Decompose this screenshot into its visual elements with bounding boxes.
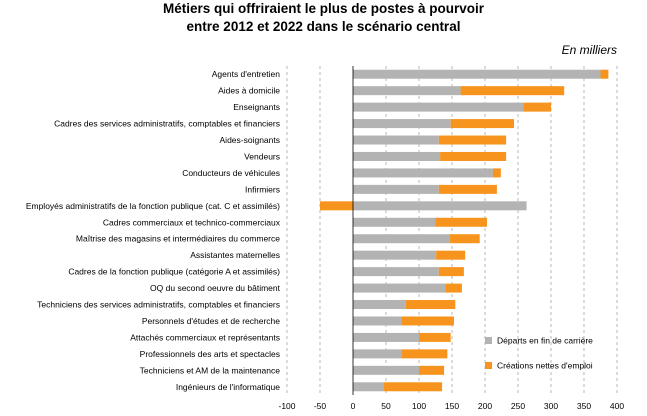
category-label-13: OQ du second oeuvre du bâtiment bbox=[150, 283, 281, 293]
bar-departs-12 bbox=[353, 267, 439, 277]
category-label-15: Personnels d'études et de recherche bbox=[142, 316, 280, 326]
category-label-7: Infirmiers bbox=[245, 184, 280, 194]
x-tick-label-1: -50 bbox=[314, 401, 327, 411]
bar-creations-4 bbox=[438, 135, 507, 145]
x-tick-label-5: 150 bbox=[445, 401, 459, 411]
bar-creations-12 bbox=[438, 267, 464, 277]
x-tick-label-9: 350 bbox=[577, 401, 591, 411]
bar-creations-0 bbox=[600, 69, 609, 79]
category-label-10: Maîtrise des magasins et intermédiaires … bbox=[76, 234, 280, 244]
bar-departs-10 bbox=[353, 234, 451, 244]
category-label-19: Ingénieurs de l'informatique bbox=[176, 382, 280, 392]
bar-departs-7 bbox=[353, 184, 439, 194]
bar-departs-16 bbox=[353, 332, 419, 342]
chart-title-line-1: Métiers qui offriraient le plus de poste… bbox=[162, 1, 485, 16]
bar-departs-17 bbox=[353, 349, 402, 359]
bar-departs-13 bbox=[353, 283, 446, 293]
bar-creations-11 bbox=[436, 250, 466, 260]
bar-creations-16 bbox=[419, 332, 451, 342]
x-tick-label-4: 100 bbox=[412, 401, 426, 411]
bar-departs-1 bbox=[353, 86, 461, 96]
bar-creations-5 bbox=[440, 151, 507, 161]
bar-departs-4 bbox=[353, 135, 439, 145]
category-label-6: Conducteurs de véhicules bbox=[182, 168, 280, 178]
bar-creations-14 bbox=[405, 300, 456, 310]
bar-creations-6 bbox=[492, 168, 501, 178]
x-tick-label-2: 0 bbox=[351, 401, 356, 411]
bar-creations-18 bbox=[419, 365, 445, 375]
bar-departs-0 bbox=[353, 69, 601, 79]
bar-departs-14 bbox=[353, 300, 406, 310]
category-label-5: Vendeurs bbox=[244, 151, 280, 161]
category-label-8: Employés administratifs de la fonction p… bbox=[26, 201, 280, 211]
legend: Départs en fin de carrière Créations nett… bbox=[485, 336, 593, 371]
category-label-11: Assistantes maternelles bbox=[190, 250, 280, 260]
bar-departs-5 bbox=[353, 151, 441, 161]
gridlines bbox=[286, 66, 618, 395]
legend-label-0: Départs en fin de carrière bbox=[497, 336, 593, 346]
bar-creations-7 bbox=[438, 184, 497, 194]
category-label-2: Enseignants bbox=[233, 102, 280, 112]
bar-departs-19 bbox=[353, 382, 385, 392]
bar-creations-17 bbox=[401, 349, 448, 359]
bar-creations-1 bbox=[460, 86, 565, 96]
category-label-4: Aides-soignants bbox=[220, 135, 280, 145]
bar-departs-9 bbox=[353, 217, 436, 227]
bar-creations-2 bbox=[523, 102, 551, 112]
bar-departs-2 bbox=[353, 102, 524, 112]
chart-title: Métiers qui offriraient le plus de poste… bbox=[0, 0, 647, 36]
bar-creations-3 bbox=[450, 119, 515, 129]
bar-departs-8 bbox=[353, 201, 527, 211]
bar-creations-8 bbox=[320, 201, 353, 211]
category-label-16: Attachés commerciaux et représentants bbox=[130, 332, 280, 342]
category-label-18: Techniciens et AM de la maintenance bbox=[140, 365, 281, 375]
bar-departs-6 bbox=[353, 168, 493, 178]
legend-swatch-1 bbox=[485, 362, 492, 369]
bar-creations-15 bbox=[401, 316, 454, 326]
unit-label: En milliers bbox=[561, 43, 617, 57]
category-label-3: Cadres des services administratifs, comp… bbox=[54, 119, 280, 129]
bar-departs-3 bbox=[353, 119, 451, 129]
x-tick-label-3: 50 bbox=[381, 401, 391, 411]
x-tick-label-8: 300 bbox=[544, 401, 558, 411]
bar-creations-13 bbox=[445, 283, 462, 293]
x-tick-label-10: 400 bbox=[610, 401, 624, 411]
category-label-0: Agents d'entretien bbox=[212, 69, 281, 79]
category-label-17: Professionnels des arts et spectacles bbox=[140, 349, 280, 359]
category-label-12: Cadres de la fonction publique (catégori… bbox=[68, 267, 280, 277]
x-tick-label-7: 250 bbox=[511, 401, 525, 411]
category-label-14: Techniciens des services administratifs,… bbox=[37, 300, 280, 310]
bar-creations-19 bbox=[384, 382, 443, 392]
bars bbox=[320, 69, 609, 392]
category-label-1: Aides à domicile bbox=[218, 86, 280, 96]
x-axis-ticks: -100 -50 0 50 100 150 200 250 300 350 400 bbox=[278, 401, 624, 411]
bar-creations-10 bbox=[450, 234, 480, 244]
legend-swatch-0 bbox=[485, 337, 492, 344]
bar-departs-15 bbox=[353, 316, 402, 326]
chart-title-line-2: entre 2012 et 2022 dans le scénario cent… bbox=[186, 19, 461, 34]
legend-label-1: Créations nettes d'emploi bbox=[497, 361, 593, 371]
bar-creations-9 bbox=[435, 217, 487, 227]
category-labels: Agents d'entretien Aides à domicile Enseig… bbox=[26, 69, 281, 392]
x-tick-label-0: -100 bbox=[278, 401, 295, 411]
bar-departs-18 bbox=[353, 365, 419, 375]
x-tick-label-6: 200 bbox=[478, 401, 492, 411]
bar-departs-11 bbox=[353, 250, 437, 260]
category-label-9: Cadres commerciaux et technico-commercia… bbox=[103, 217, 281, 227]
